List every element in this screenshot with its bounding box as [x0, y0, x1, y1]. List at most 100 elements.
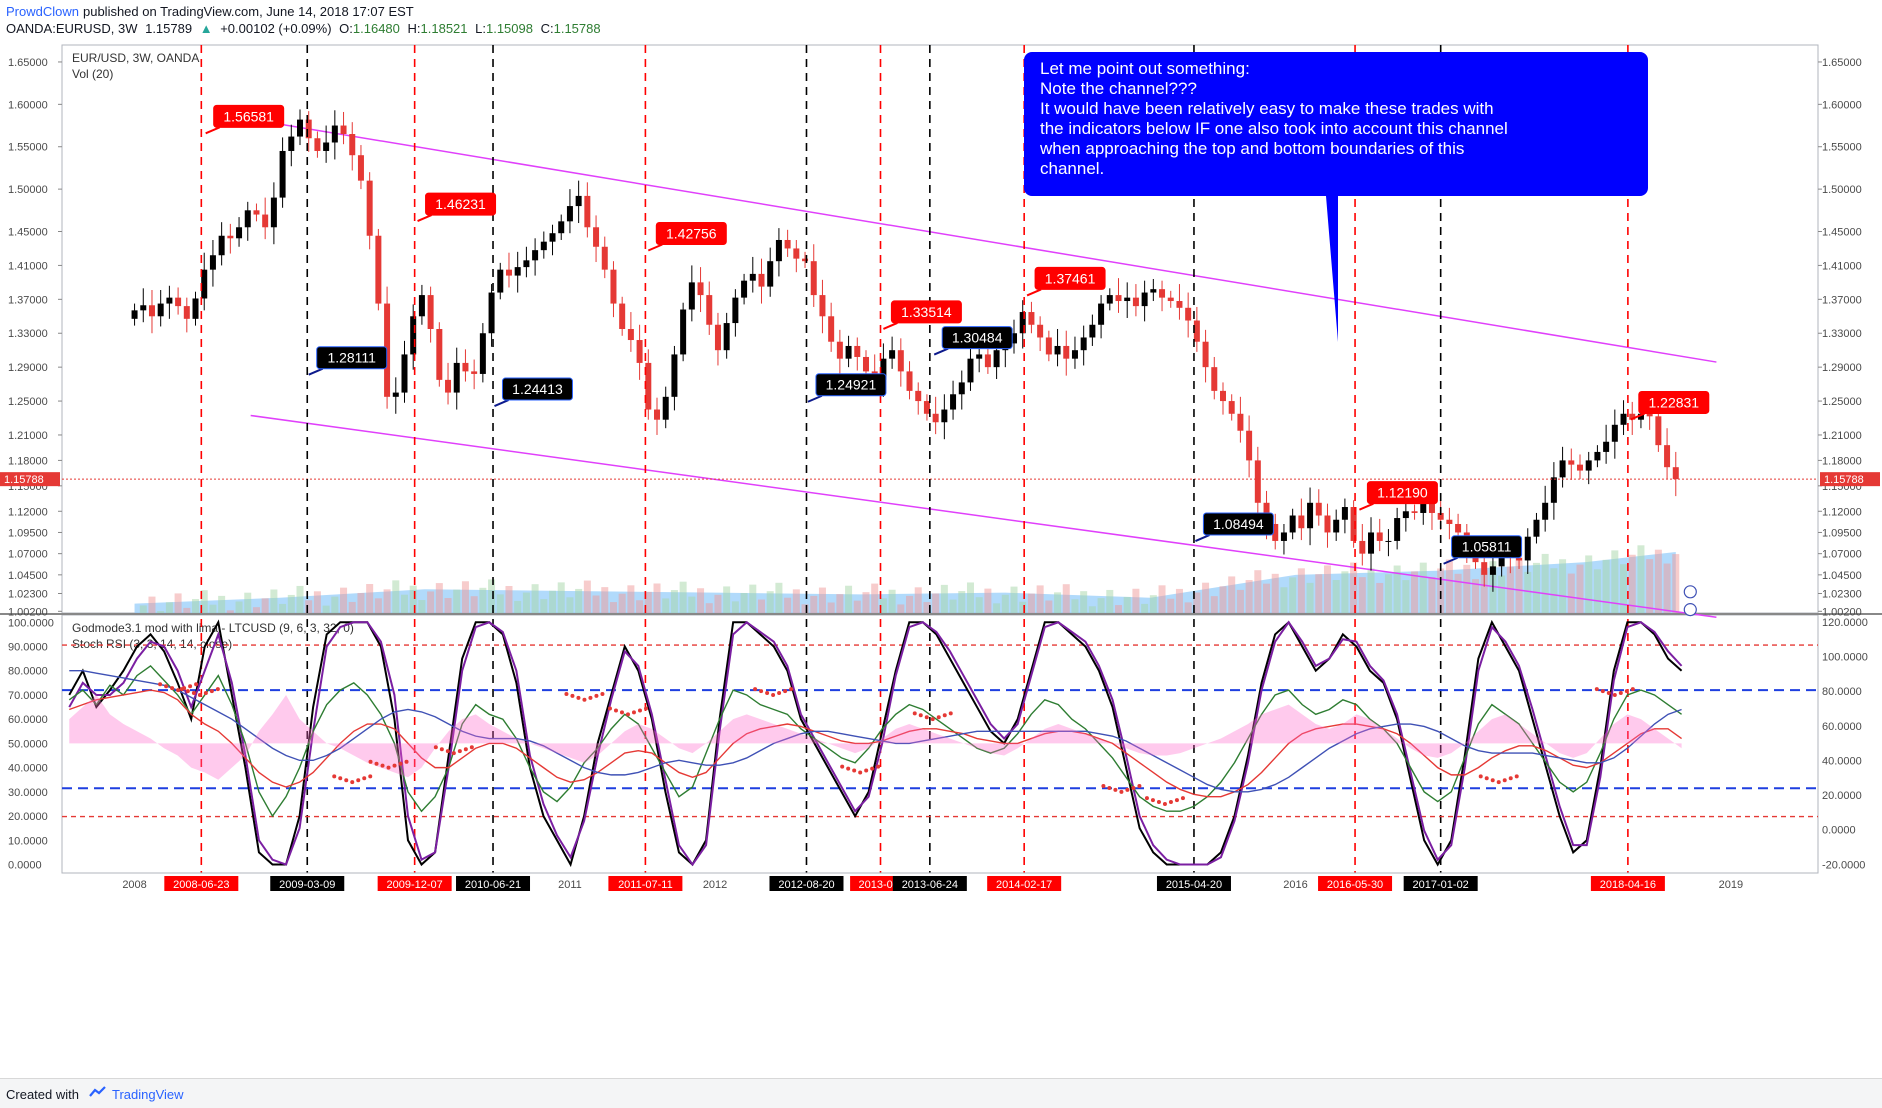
candle-body[interactable]: [166, 297, 173, 304]
candle-body[interactable]: [131, 310, 138, 319]
time-marker-tag[interactable]: [1590, 876, 1665, 891]
candle-body[interactable]: [819, 295, 826, 317]
candle-body[interactable]: [1315, 502, 1322, 516]
candle-body[interactable]: [1385, 540, 1392, 542]
candle-body[interactable]: [967, 358, 974, 383]
candle-body[interactable]: [593, 227, 600, 247]
candle-body[interactable]: [1228, 401, 1235, 414]
candle-body[interactable]: [810, 261, 817, 296]
candle-body[interactable]: [915, 390, 922, 402]
candle-body[interactable]: [366, 180, 373, 236]
oscillator-series-line[interactable]: [68, 620, 1683, 867]
candle-body[interactable]: [1568, 460, 1575, 465]
candle-body[interactable]: [627, 329, 634, 341]
candle-body[interactable]: [1576, 464, 1583, 471]
candle-body[interactable]: [1080, 337, 1087, 351]
candle-body[interactable]: [1298, 515, 1305, 529]
price-label-box[interactable]: [815, 373, 887, 397]
time-marker-tag[interactable]: [270, 876, 345, 891]
candle-body[interactable]: [1280, 532, 1287, 541]
candle-body[interactable]: [427, 295, 434, 329]
oscillator-series-line[interactable]: [69, 670, 1682, 793]
candle-body[interactable]: [323, 142, 330, 151]
oscillator-series-line[interactable]: [69, 689, 1682, 798]
candle-body[interactable]: [741, 280, 748, 298]
candle-body[interactable]: [897, 350, 904, 372]
candle-body[interactable]: [157, 303, 164, 317]
price-label-box[interactable]: [1034, 266, 1106, 290]
candle-body[interactable]: [958, 382, 965, 395]
price-label-box[interactable]: [425, 192, 497, 216]
candle-body[interactable]: [540, 241, 547, 251]
candle-body[interactable]: [723, 323, 730, 351]
candle-body[interactable]: [1420, 502, 1427, 513]
candle-body[interactable]: [880, 358, 887, 380]
candle-body[interactable]: [1254, 460, 1261, 503]
flag-icon[interactable]: [1683, 585, 1697, 599]
candle-body[interactable]: [140, 305, 147, 311]
candle-body[interactable]: [601, 246, 608, 270]
candle-body[interactable]: [566, 206, 573, 222]
candle-body[interactable]: [1376, 532, 1383, 541]
candle-body[interactable]: [1368, 532, 1375, 554]
time-marker-tag[interactable]: [456, 876, 531, 891]
candle-body[interactable]: [514, 267, 521, 276]
candle-body[interactable]: [1455, 523, 1462, 533]
candle-body[interactable]: [1603, 441, 1610, 452]
candle-body[interactable]: [767, 261, 774, 287]
time-marker-tag[interactable]: [377, 876, 452, 891]
candle-body[interactable]: [1402, 511, 1409, 519]
candle-body[interactable]: [984, 354, 991, 368]
candle-body[interactable]: [549, 233, 556, 242]
candle-body[interactable]: [1341, 507, 1348, 520]
time-marker-tag[interactable]: [892, 876, 967, 891]
candle-body[interactable]: [1063, 345, 1070, 359]
candle-body[interactable]: [297, 119, 304, 137]
candle-body[interactable]: [1446, 519, 1453, 524]
annotation-callout[interactable]: Let me point out something:Note the chan…: [1024, 52, 1648, 342]
candle-body[interactable]: [932, 413, 939, 423]
price-label-box[interactable]: [1451, 535, 1523, 559]
candle-body[interactable]: [288, 136, 295, 151]
candle-body[interactable]: [1542, 502, 1549, 520]
candle-body[interactable]: [584, 195, 591, 228]
candle-body[interactable]: [201, 269, 208, 299]
candle-body[interactable]: [253, 210, 260, 215]
candle-body[interactable]: [1219, 390, 1226, 402]
candle-body[interactable]: [923, 401, 930, 414]
candle-body[interactable]: [828, 316, 835, 342]
candle-body[interactable]: [1159, 289, 1166, 298]
candle-body[interactable]: [445, 379, 452, 393]
candle-body[interactable]: [1289, 515, 1296, 533]
candle-body[interactable]: [1037, 324, 1044, 338]
candle-body[interactable]: [889, 350, 896, 359]
candle-body[interactable]: [1124, 297, 1131, 302]
candle-body[interactable]: [645, 362, 652, 410]
candle-body[interactable]: [1071, 350, 1078, 359]
candle-body[interactable]: [1333, 519, 1340, 533]
candle-body[interactable]: [488, 292, 495, 334]
oscillator-series-line[interactable]: [68, 619, 1683, 868]
candle-body[interactable]: [1193, 320, 1200, 342]
oscillator-series-line[interactable]: [68, 664, 1682, 818]
candle-body[interactable]: [279, 150, 286, 198]
candle-body[interactable]: [1106, 295, 1113, 304]
chart-canvas[interactable]: 1.65000 1.65000 1.60000 1.60000 1.55000 1.550…: [0, 40, 1882, 1078]
candle-body[interactable]: [1141, 292, 1148, 307]
candle-body[interactable]: [410, 316, 417, 355]
candle-body[interactable]: [1489, 566, 1496, 575]
candle-body[interactable]: [192, 298, 199, 319]
candle-body[interactable]: [209, 255, 216, 270]
candle-body[interactable]: [1394, 518, 1401, 541]
candle-body[interactable]: [1437, 512, 1444, 520]
candle-body[interactable]: [532, 250, 539, 261]
candle-body[interactable]: [523, 260, 530, 268]
candle-body[interactable]: [1246, 430, 1253, 461]
candle-body[interactable]: [845, 345, 852, 359]
candle-body[interactable]: [862, 356, 869, 372]
candle-body[interactable]: [392, 392, 399, 397]
candle-body[interactable]: [1115, 295, 1122, 302]
candle-body[interactable]: [1167, 297, 1174, 302]
price-label-box[interactable]: [501, 377, 573, 401]
candle-body[interactable]: [1011, 333, 1018, 344]
